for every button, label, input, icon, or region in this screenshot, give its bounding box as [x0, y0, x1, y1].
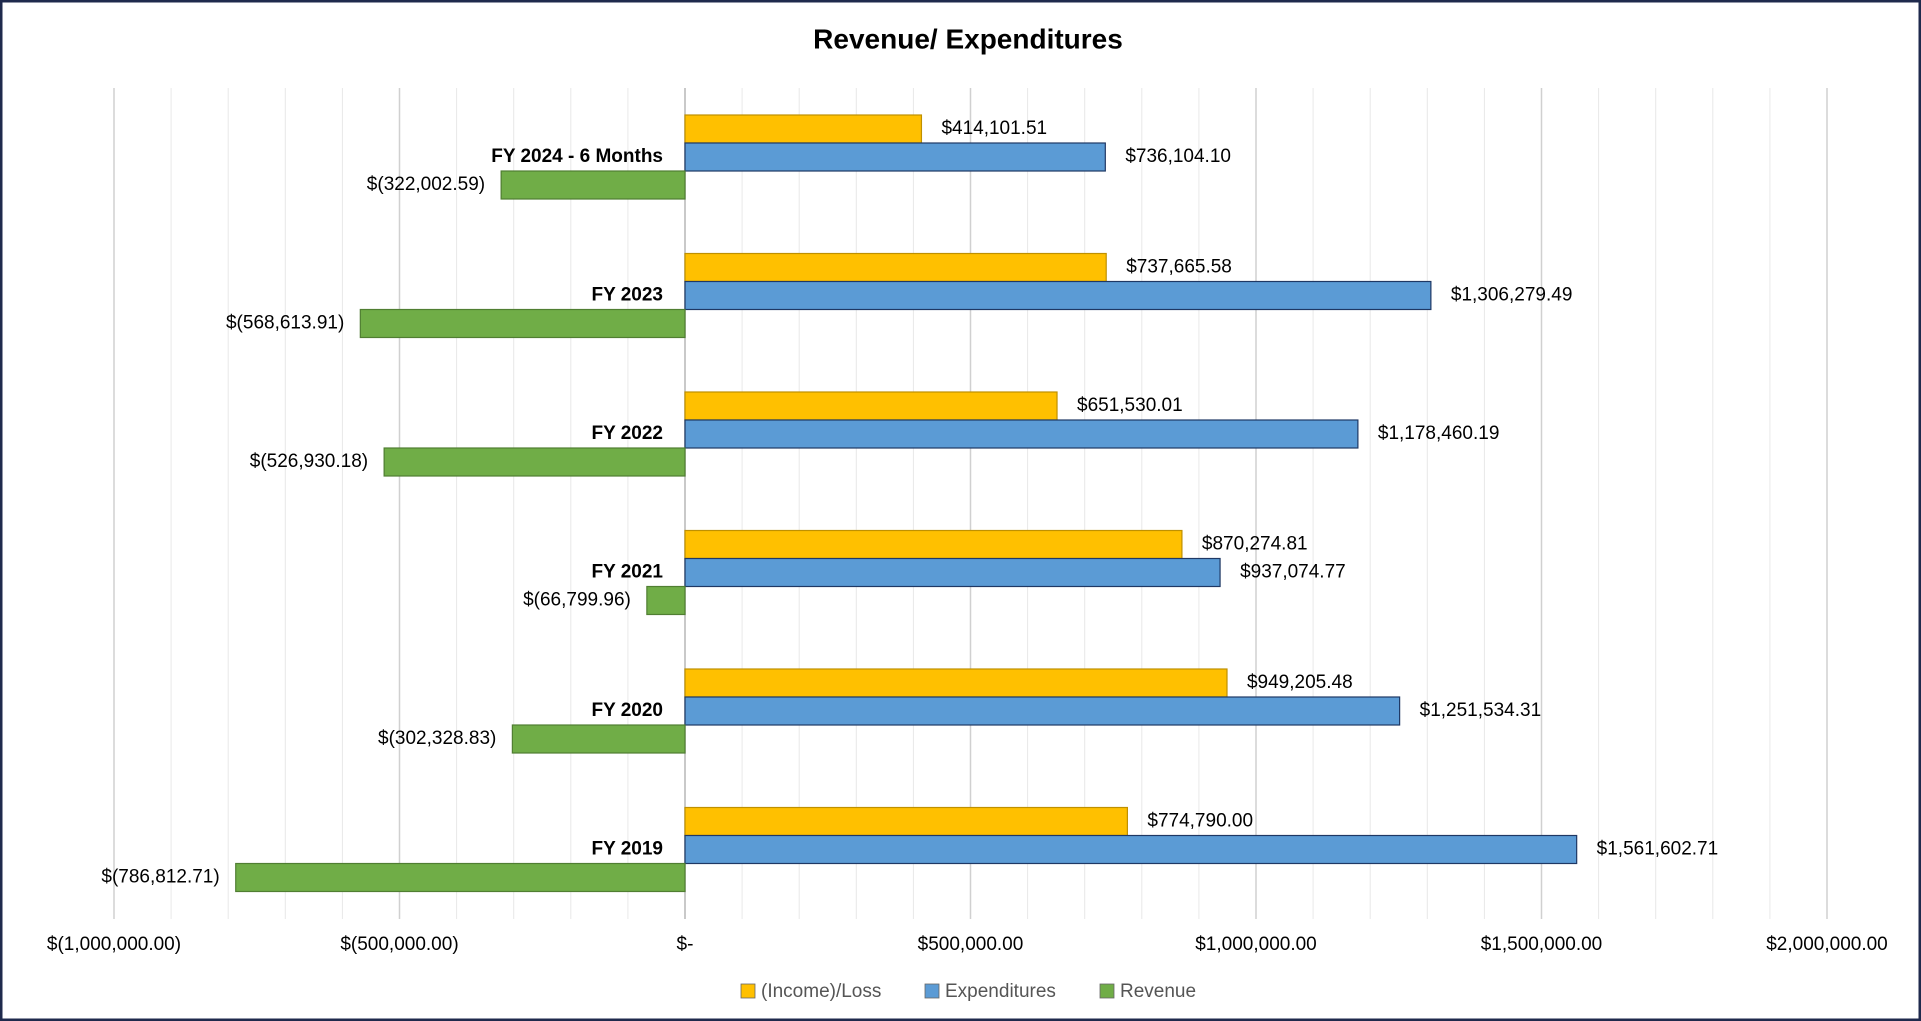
- x-tick-label: $500,000.00: [918, 934, 1024, 955]
- bar: [359, 308, 686, 339]
- x-tick-label: $-: [677, 934, 694, 955]
- data-label: $414,101.51: [941, 118, 1047, 139]
- bar: [684, 419, 1359, 449]
- bar: [511, 724, 686, 754]
- data-label: $(302,328.83): [378, 728, 496, 749]
- data-label: $870,274.81: [1202, 534, 1308, 555]
- category-label: FY 2022: [592, 423, 663, 444]
- legend-label: Expenditures: [945, 981, 1056, 1002]
- legend-label: Revenue: [1120, 981, 1196, 1002]
- category-label: FY 2024 - 6 Months: [491, 146, 663, 167]
- data-label: $736,104.10: [1125, 146, 1231, 167]
- data-label: $(66,799.96): [523, 590, 631, 611]
- bar: [684, 668, 1228, 698]
- data-label: $937,074.77: [1240, 562, 1346, 583]
- legend-swatch: [924, 983, 940, 999]
- bar: [684, 557, 1221, 588]
- bar: [684, 834, 1578, 865]
- category-label: FY 2023: [592, 285, 663, 306]
- x-tick-label: $1,500,000.00: [1481, 934, 1603, 955]
- bar: [684, 806, 1129, 837]
- legend-label: (Income)/Loss: [761, 981, 881, 1002]
- legend-swatch: [740, 983, 756, 999]
- data-label: $1,306,279.49: [1451, 285, 1573, 306]
- bar: [646, 585, 686, 616]
- chart-title: Revenue/ Expenditures: [813, 23, 1123, 54]
- bar: [684, 391, 1058, 421]
- bar: [383, 447, 686, 477]
- x-tick-label: $1,000,000.00: [1195, 934, 1317, 955]
- legend-swatch: [1099, 983, 1115, 999]
- data-label: $1,561,602.71: [1597, 839, 1719, 860]
- data-label: $774,790.00: [1147, 811, 1253, 832]
- data-label: $(322,002.59): [367, 174, 485, 195]
- bar: [684, 280, 1432, 311]
- data-label: $(786,812.71): [101, 867, 219, 888]
- data-label: $(568,613.91): [226, 313, 344, 334]
- x-tick-label: $(500,000.00): [340, 934, 458, 955]
- bar: [684, 142, 1106, 172]
- bar: [235, 862, 686, 893]
- bar: [684, 529, 1183, 560]
- x-tick-label: $2,000,000.00: [1766, 934, 1888, 955]
- grid: [113, 88, 1828, 919]
- data-label: $1,178,460.19: [1378, 423, 1500, 444]
- bar: [684, 114, 923, 144]
- bar: [684, 696, 1401, 726]
- data-label: $1,251,534.31: [1420, 700, 1542, 721]
- data-label: $651,530.01: [1077, 395, 1183, 416]
- category-label: FY 2021: [592, 562, 664, 583]
- data-label: $(526,930.18): [250, 451, 368, 472]
- x-tick-label: $(1,000,000.00): [47, 934, 181, 955]
- data-label: $737,665.58: [1126, 257, 1232, 278]
- bar: [500, 170, 686, 200]
- bars: [235, 114, 1578, 893]
- category-label: FY 2020: [592, 700, 663, 721]
- data-label: $949,205.48: [1247, 672, 1353, 693]
- bar: [684, 252, 1107, 283]
- category-label: FY 2019: [592, 839, 663, 860]
